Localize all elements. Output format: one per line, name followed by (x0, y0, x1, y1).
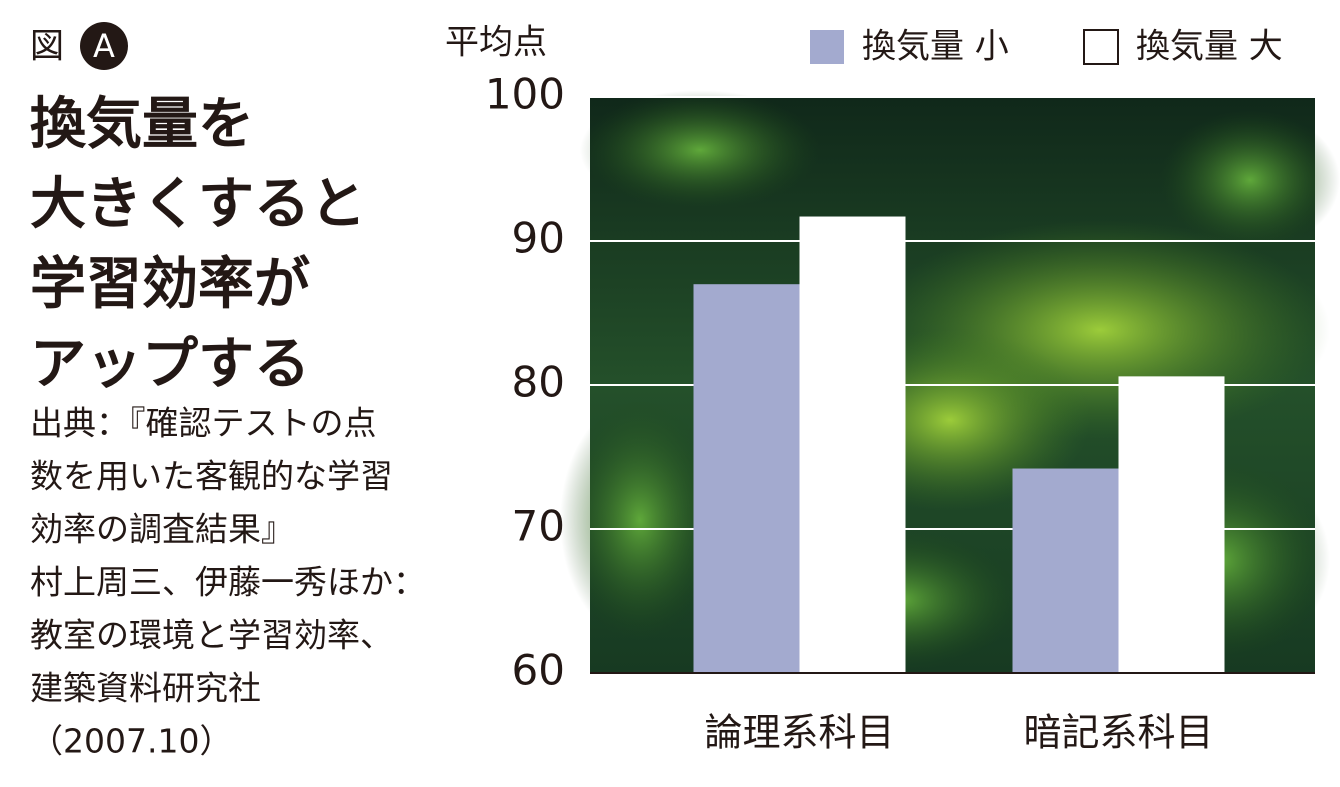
bar (799, 216, 906, 673)
title-line: 学習効率が (30, 252, 310, 317)
bar (1012, 468, 1119, 673)
title-line: アップする (30, 332, 310, 397)
source-line: 数を用いた客観的な学習 (30, 457, 393, 496)
bar (1118, 376, 1225, 673)
y-tick-label: 70 (512, 502, 565, 551)
title-line: 大きくすると (30, 172, 366, 237)
legend-label: 換気量 小 (862, 27, 1009, 67)
title-line: 換気量を (30, 92, 254, 157)
y-tick-label: 100 (485, 70, 565, 119)
source-line: （2007.10） (30, 722, 232, 761)
legend-label: 換気量 大 (1136, 27, 1283, 67)
y-tick-label: 60 (512, 646, 565, 695)
y-axis-label: 平均点 (445, 23, 547, 63)
x-tick-label: 論理系科目 (704, 711, 894, 755)
y-tick-label: 90 (512, 214, 565, 263)
badge-circle (80, 22, 128, 70)
legend-swatch (810, 30, 844, 64)
legend-swatch (1083, 29, 1119, 65)
bar (693, 284, 800, 673)
badge: A (93, 27, 115, 65)
x-tick-label: 暗記系科目 (1023, 711, 1213, 755)
source-line: 教室の環境と学習効率、 (30, 616, 393, 655)
source-line: 出典：『確認テストの点 (30, 404, 377, 443)
source-line: 効率の調査結果』 (30, 510, 294, 549)
figure-label: 図 (30, 27, 64, 67)
source-line: 建築資料研究社 (30, 669, 261, 708)
y-tick-label: 80 (512, 358, 565, 407)
source-line: 村上周三、伊藤一秀ほか： (30, 563, 426, 602)
